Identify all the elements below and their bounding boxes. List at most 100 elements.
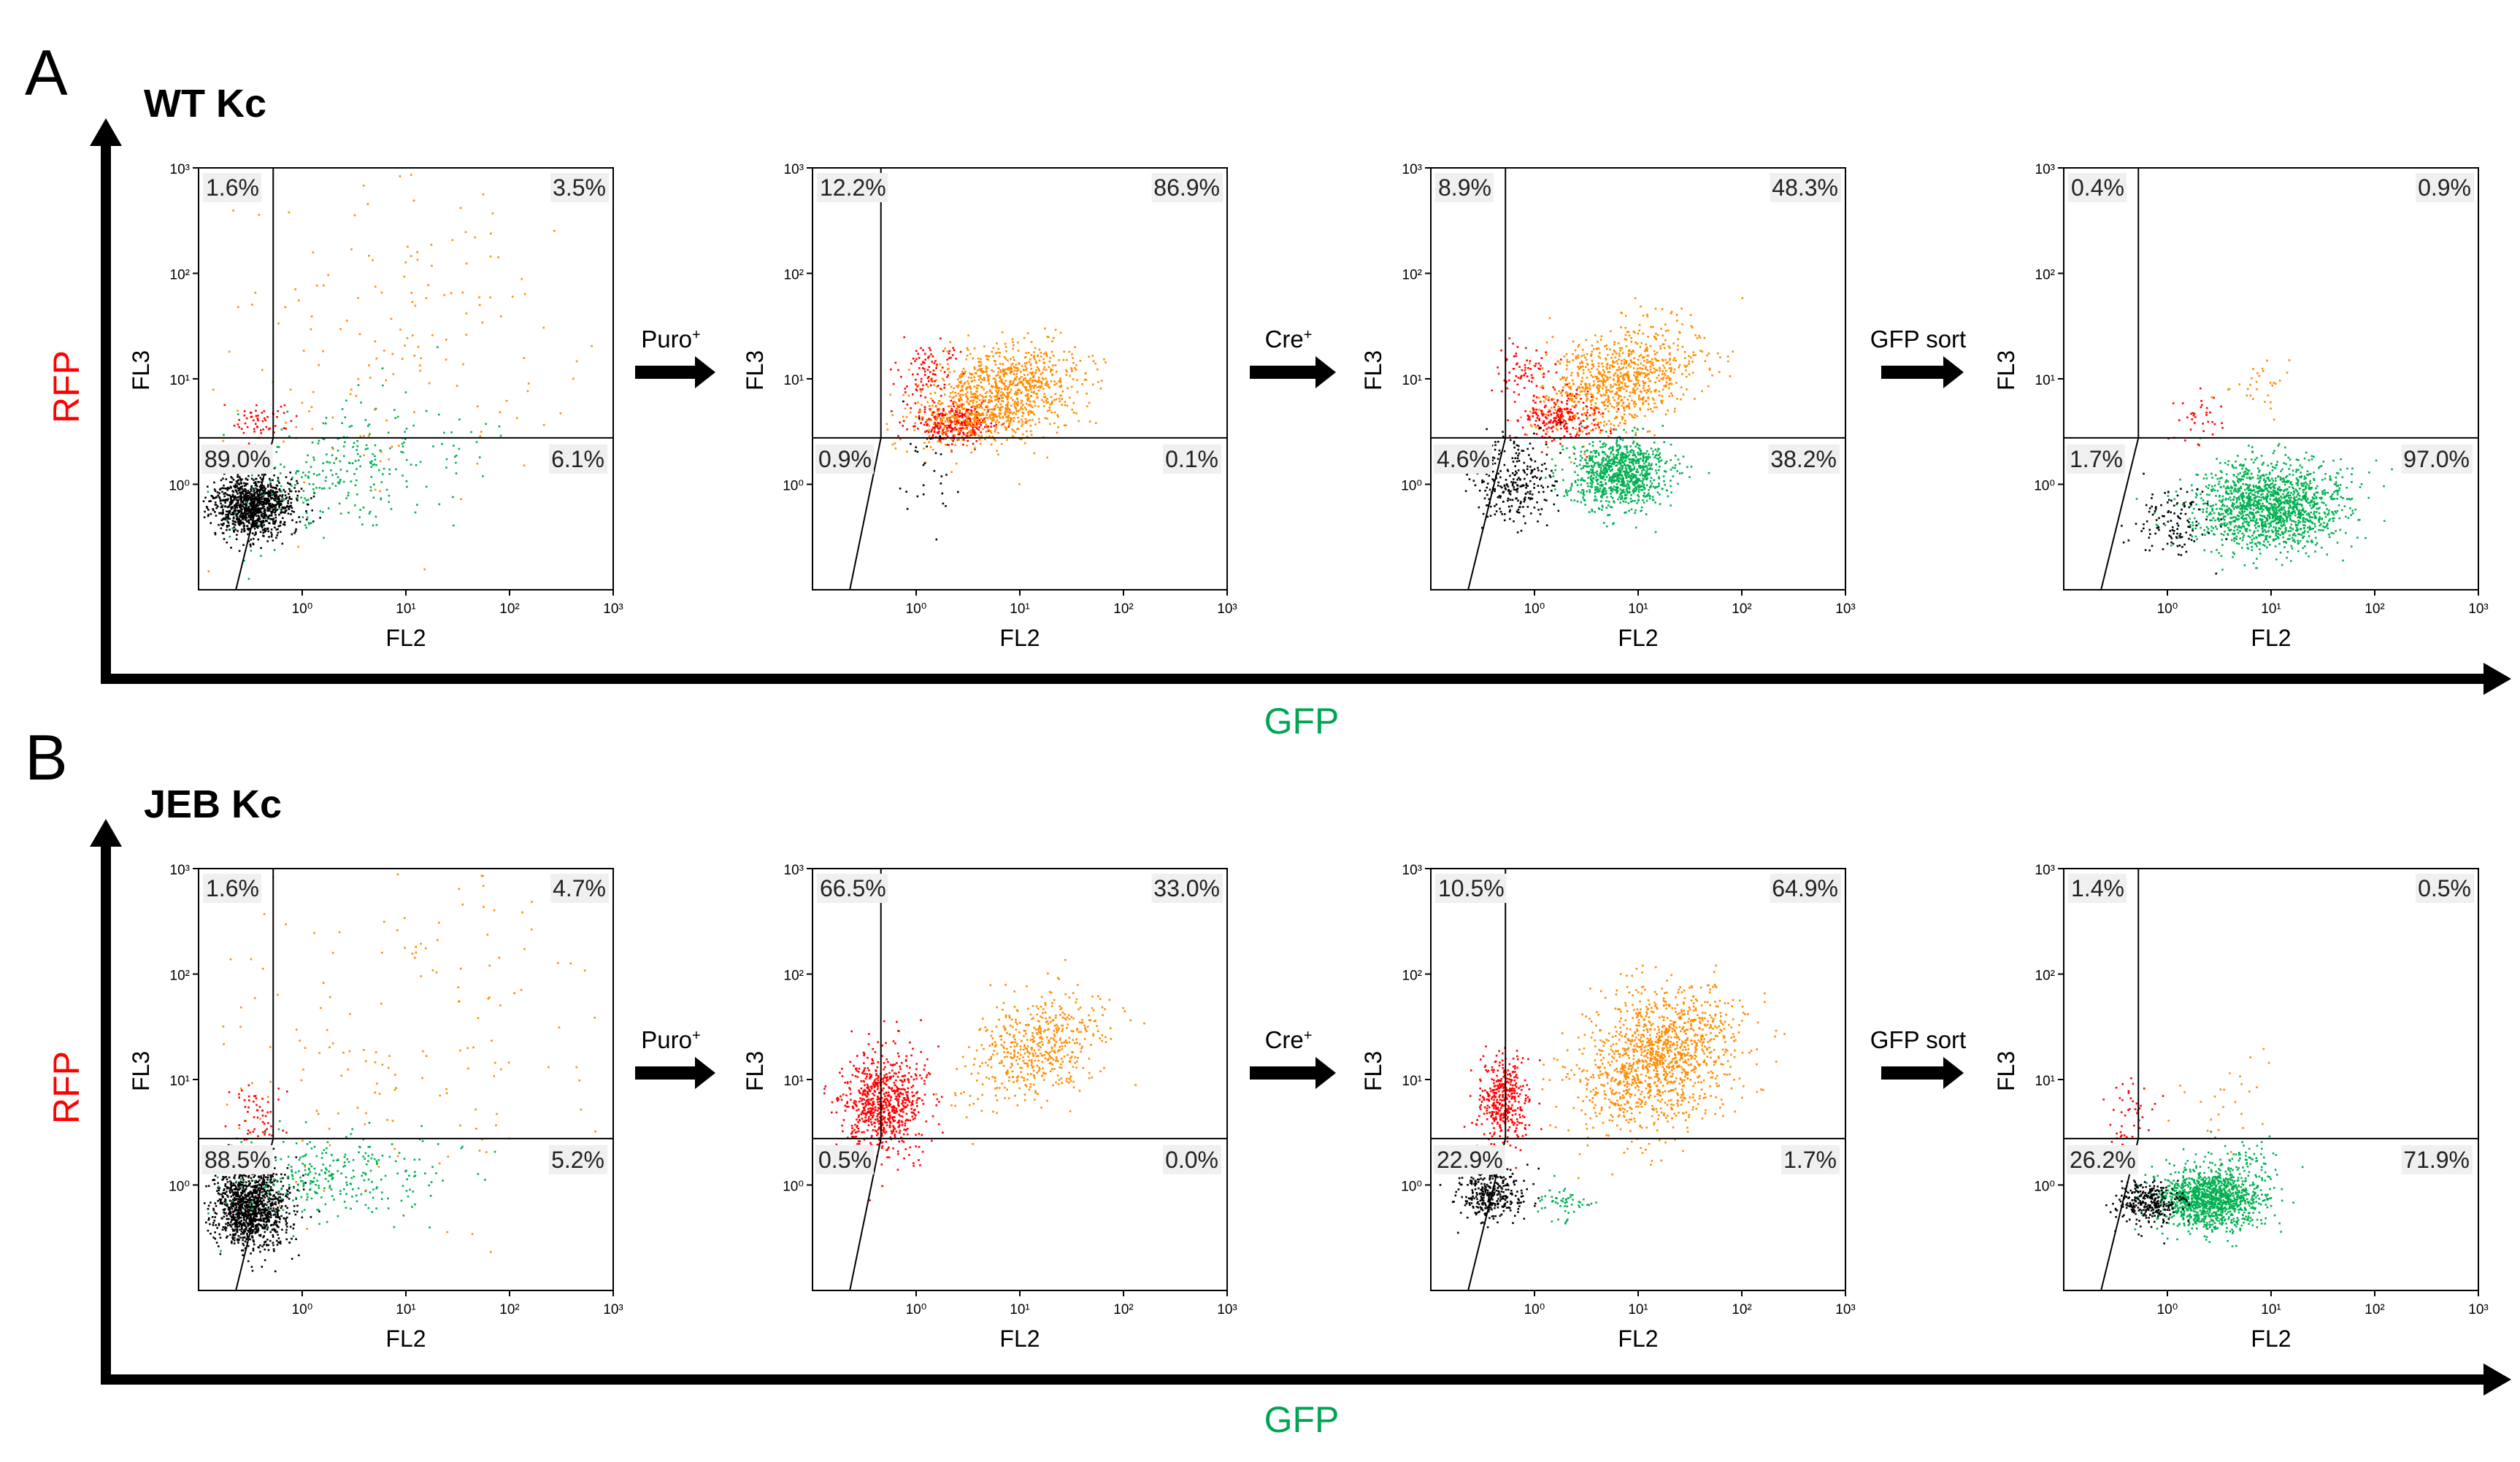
dot — [1581, 377, 1583, 379]
dot — [1586, 393, 1588, 395]
dot — [419, 369, 421, 372]
dot — [228, 481, 231, 483]
dot — [933, 362, 936, 364]
dot — [975, 397, 977, 399]
dot — [1628, 363, 1631, 366]
dot — [244, 518, 247, 521]
dot — [900, 375, 902, 378]
dot — [1555, 372, 1558, 374]
dot — [1634, 389, 1637, 392]
dot — [277, 409, 279, 412]
dot — [1618, 383, 1621, 385]
dot — [1595, 450, 1598, 452]
dot — [960, 382, 962, 385]
dot — [269, 518, 272, 520]
dot — [996, 351, 999, 354]
dot — [253, 493, 256, 495]
dot — [410, 174, 412, 176]
dot — [906, 428, 908, 431]
dot — [1642, 401, 1645, 404]
dot — [279, 524, 282, 527]
dot — [1586, 425, 1588, 428]
dot — [1617, 397, 1620, 400]
dot — [256, 490, 258, 493]
dot — [286, 410, 289, 413]
dot — [1569, 411, 1572, 413]
dot — [1007, 387, 1010, 389]
dot — [1070, 367, 1072, 369]
dot — [1632, 499, 1634, 502]
dot — [337, 476, 339, 479]
dot — [312, 251, 315, 254]
dot — [922, 361, 924, 363]
dot — [1011, 435, 1014, 437]
dot — [308, 523, 310, 526]
dot — [967, 399, 969, 401]
dot — [272, 486, 274, 489]
dot — [1577, 366, 1579, 368]
dot — [1513, 391, 1516, 393]
dot — [941, 420, 944, 423]
dot — [955, 394, 958, 397]
dot — [374, 455, 376, 458]
dot — [1105, 361, 1107, 363]
dot — [1057, 426, 1059, 428]
dot — [305, 526, 307, 529]
dot — [233, 526, 235, 528]
dot — [295, 415, 298, 418]
dot — [1569, 387, 1571, 389]
dot — [1010, 368, 1013, 370]
dot — [990, 396, 993, 399]
dot — [1670, 367, 1672, 369]
dot — [1608, 468, 1610, 470]
dot — [1583, 372, 1585, 374]
dot — [1610, 486, 1612, 488]
dot — [1632, 490, 1634, 492]
dot — [1605, 408, 1607, 410]
dot — [413, 355, 415, 357]
dot — [1607, 504, 1610, 507]
dot — [1658, 448, 1660, 450]
dot — [963, 428, 966, 430]
dot — [1594, 334, 1597, 336]
dot — [1537, 362, 1540, 365]
dot — [1650, 464, 1652, 466]
dot — [246, 482, 249, 485]
dot — [992, 418, 994, 421]
dot — [572, 377, 575, 380]
dot — [591, 345, 593, 347]
dot — [1576, 412, 1579, 415]
dot — [1590, 401, 1592, 403]
dot — [1594, 488, 1597, 490]
dot — [367, 435, 370, 437]
dot — [218, 496, 220, 499]
dot — [251, 515, 253, 518]
dot — [1508, 434, 1511, 437]
dot — [980, 363, 983, 366]
dot — [970, 393, 973, 395]
dot — [1620, 480, 1623, 483]
dot — [1664, 339, 1667, 342]
dot — [948, 444, 950, 446]
dot — [1701, 350, 1704, 353]
dot — [1518, 366, 1521, 368]
dot — [369, 489, 372, 492]
dot — [988, 355, 991, 358]
dot — [254, 291, 257, 294]
dot — [1630, 380, 1633, 382]
dot — [374, 407, 377, 410]
dot — [1607, 399, 1610, 402]
dot — [372, 453, 374, 455]
dot — [279, 494, 281, 497]
dot — [368, 512, 371, 515]
dot — [1624, 385, 1626, 387]
dot — [318, 487, 321, 489]
dot — [1682, 455, 1685, 458]
dot — [1635, 474, 1637, 477]
dot — [1625, 362, 1628, 364]
dot — [1553, 401, 1556, 404]
dot — [316, 284, 318, 287]
dot — [1600, 335, 1603, 337]
dot — [1556, 399, 1559, 401]
dot — [966, 408, 968, 411]
